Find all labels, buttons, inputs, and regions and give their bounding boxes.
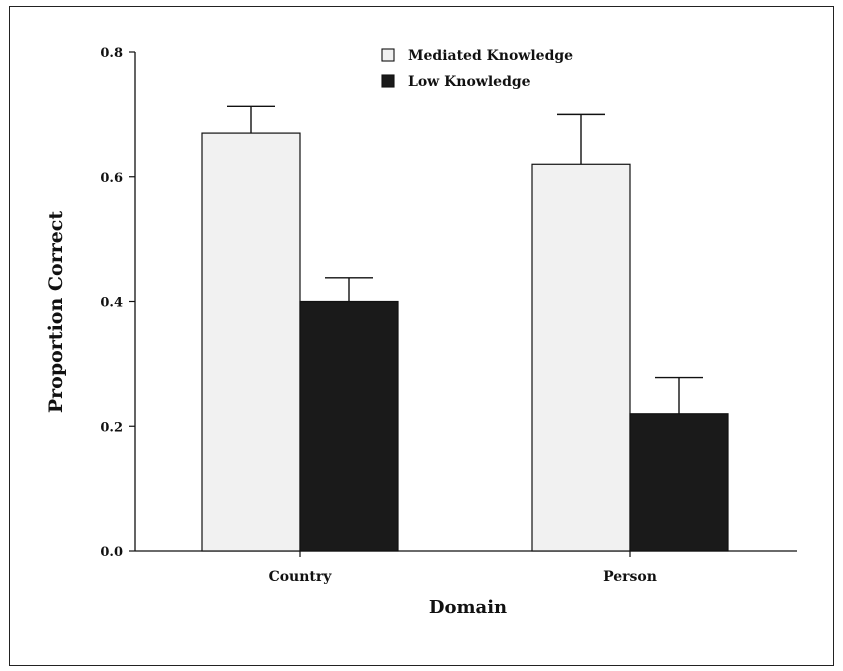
x-axis-categories: Country Person (269, 551, 657, 585)
x-tick-label: Country (269, 569, 333, 585)
bar-mediated-knowledge-country (201, 132, 301, 552)
error-bars (227, 105, 703, 414)
legend-label: Mediated Knowledge (408, 48, 573, 64)
legend-swatch-low-knowledge (381, 74, 395, 88)
y-tick-label: 0.2 (100, 420, 123, 435)
legend-label: Low Knowledge (408, 74, 531, 90)
bar-low-knowledge-country (299, 300, 399, 552)
x-tick-label: Person (603, 569, 657, 585)
bar-mediated-knowledge-person (531, 163, 631, 552)
bar-low-knowledge-person (629, 413, 729, 552)
legend: Mediated Knowledge Low Knowledge (381, 48, 573, 90)
y-tick-label: 0.0 (100, 545, 123, 560)
y-axis-label: Proportion Correct (45, 211, 67, 414)
x-axis-label: Domain (429, 597, 507, 618)
y-tick-label: 0.4 (100, 296, 123, 311)
y-axis-ticks: 0.0 0.2 0.4 0.6 0.8 (100, 46, 135, 560)
figure-frame (9, 6, 834, 666)
y-tick-label: 0.8 (100, 46, 123, 61)
y-tick-label: 0.6 (100, 171, 123, 186)
bars (201, 132, 729, 552)
legend-swatch-mediated-knowledge (381, 48, 395, 62)
